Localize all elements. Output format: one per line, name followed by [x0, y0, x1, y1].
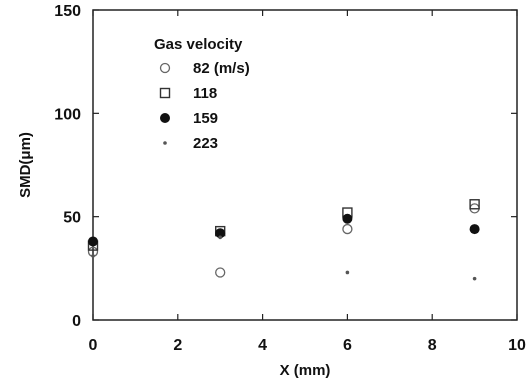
- legend-label-2: 118: [193, 85, 217, 102]
- x-tick-label: 2: [173, 337, 182, 354]
- y-tick-labels: 0 50 100 150: [54, 3, 81, 330]
- data-point-series-4: [472, 276, 477, 281]
- y-tick-label: 0: [72, 313, 81, 330]
- y-tick-label: 150: [54, 3, 81, 20]
- data-point-series-4: [345, 270, 350, 275]
- legend: 82 (m/s) 118 159 223: [159, 60, 250, 152]
- data-point-series-3: [469, 224, 480, 235]
- x-tick-label: 8: [428, 337, 437, 354]
- legend-label-1: 82 (m/s): [193, 60, 250, 77]
- y-tick-label: 100: [54, 106, 81, 123]
- data-point-series-4: [91, 254, 95, 258]
- legend-marker-4: [163, 141, 167, 145]
- plot-area-frame: [92, 9, 518, 321]
- data-point-series-2: [469, 199, 480, 210]
- data-point-series-3: [342, 213, 353, 224]
- legend-label-3: 159: [193, 110, 218, 127]
- data-point-series-4: [218, 235, 222, 240]
- x-tick-label: 0: [89, 337, 98, 354]
- legend-title: Gas velocity: [154, 36, 243, 53]
- legend-marker-3: [160, 113, 170, 123]
- x-tick-label: 4: [258, 337, 267, 354]
- data-point-series-1: [215, 267, 226, 278]
- x-tick-label: 6: [343, 337, 352, 354]
- data-point-series-3: [215, 228, 226, 239]
- legend-marker-2: [159, 87, 171, 99]
- x-axis-label: X (mm): [280, 362, 331, 379]
- legend-label-4: 223: [193, 135, 218, 152]
- x-tick-label: 10: [508, 337, 526, 354]
- y-axis-label: SMD(μm): [17, 132, 34, 198]
- data-point-series-1: [342, 223, 353, 235]
- y-tick-label: 50: [63, 210, 81, 227]
- data-points: [87, 199, 480, 281]
- x-tick-labels: 0 2 4 6 8 10: [89, 337, 526, 354]
- axis-ticks: [92, 9, 518, 321]
- legend-marker-1: [159, 62, 171, 74]
- data-point-series-3: [88, 236, 98, 247]
